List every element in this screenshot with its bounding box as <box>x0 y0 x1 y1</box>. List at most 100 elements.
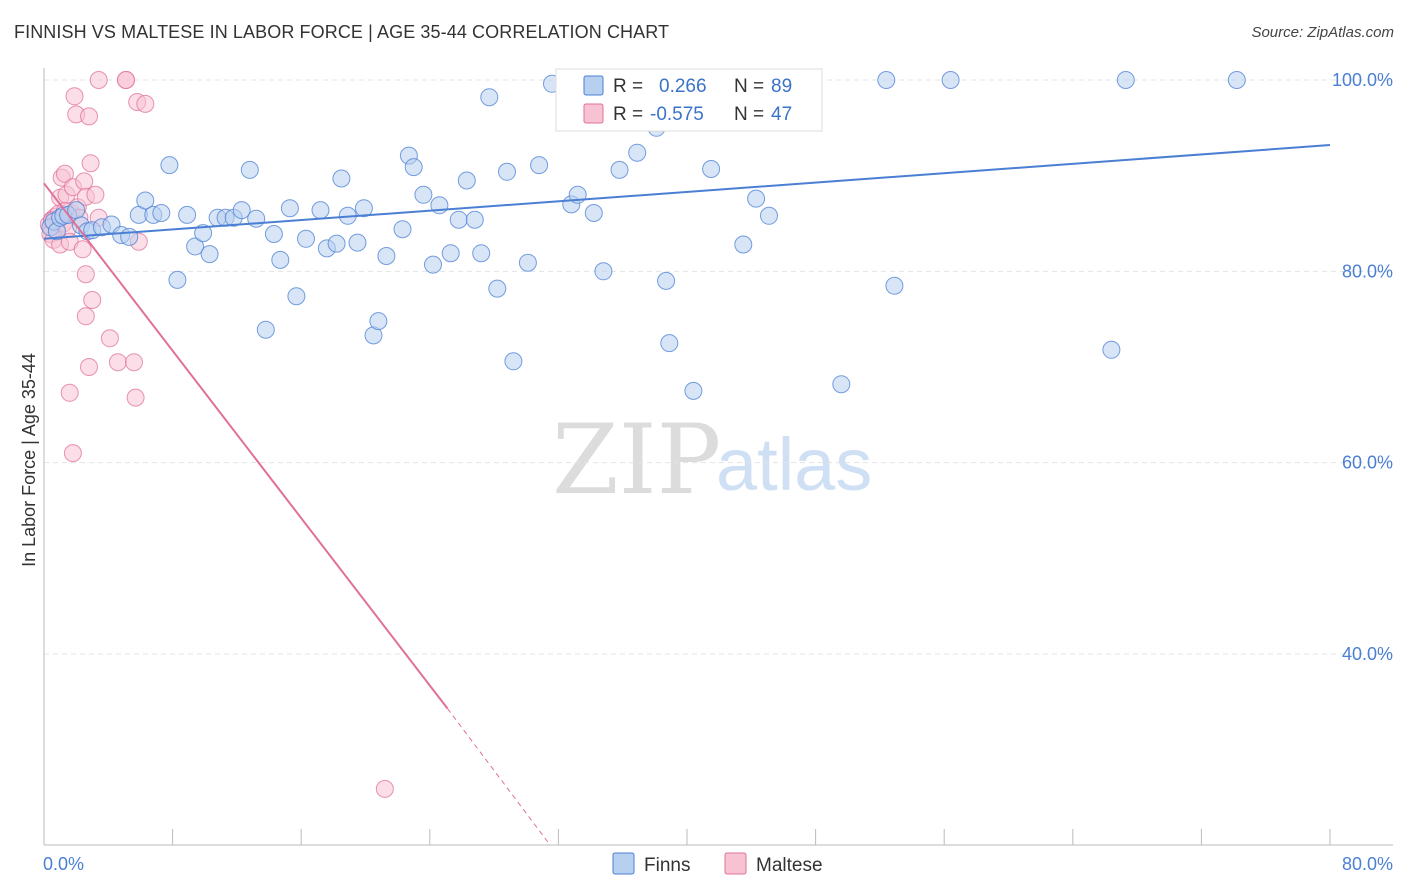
finns-point <box>348 233 367 252</box>
finns-point <box>152 204 171 222</box>
legend-label-finns: Finns <box>644 855 690 876</box>
finns-point <box>178 205 197 224</box>
finns-point <box>660 334 679 353</box>
finns-point <box>480 88 499 107</box>
finns-point <box>240 160 259 179</box>
finns-point <box>465 210 484 229</box>
finns-point <box>488 279 507 298</box>
maltese-n-value: 47 <box>771 104 792 125</box>
finns-point <box>734 235 753 254</box>
finns-point <box>594 262 613 281</box>
finns-point <box>377 247 396 265</box>
finns-point <box>160 156 179 175</box>
finns-r-label: R = <box>613 76 643 97</box>
finns-point <box>120 227 139 246</box>
chart-source: Source: ZipAtlas.com <box>1251 24 1394 41</box>
finns-legend-swatch <box>583 75 604 96</box>
y-tick-label-40: 40.0% <box>1342 644 1393 664</box>
finns-point <box>232 201 251 220</box>
maltese-point <box>117 71 135 89</box>
maltese-n-label: N = <box>734 104 764 125</box>
maltese-point <box>76 307 95 326</box>
finns-point <box>136 191 155 210</box>
finns-point <box>271 250 290 269</box>
finns-n-value: 89 <box>771 76 792 97</box>
finns-point <box>628 143 647 162</box>
maltese-point <box>108 353 127 372</box>
finns-point <box>1102 340 1121 359</box>
maltese-point <box>60 383 79 402</box>
finns-point <box>414 185 433 204</box>
finns-point <box>287 287 306 306</box>
maltese-r-value: -0.575 <box>650 104 704 125</box>
finns-point <box>256 320 275 339</box>
finns-point <box>327 234 346 253</box>
y-tick-labels: 40.0% 60.0% 80.0% 100.0% <box>1332 70 1393 664</box>
maltese-point <box>89 71 108 89</box>
maltese-point <box>375 779 394 798</box>
maltese-trend-line <box>43 182 449 710</box>
finns-point <box>760 206 778 225</box>
finns-point <box>200 245 219 264</box>
maltese-point <box>136 94 155 113</box>
maltese-point <box>126 388 145 407</box>
trend-lines <box>43 144 1331 846</box>
watermark: ZIP atlas <box>552 404 872 516</box>
finns-point <box>518 253 537 272</box>
maltese-point <box>76 265 95 284</box>
legend-label-maltese: Maltese <box>756 855 823 876</box>
maltese-r-label: R = <box>613 104 643 125</box>
maltese-point <box>80 358 98 376</box>
finns-point <box>194 224 213 243</box>
finns-point <box>393 220 412 239</box>
finns-point <box>747 189 766 208</box>
finns-point <box>1227 71 1246 89</box>
finns-point <box>684 381 703 400</box>
finns-n-label: N = <box>734 76 764 97</box>
stats-legend: R = 0.266 N = 89 R = -0.575 N = 47 <box>555 68 823 132</box>
finns-point <box>369 312 388 331</box>
finns-point <box>1116 71 1135 89</box>
legend-swatch-maltese <box>724 852 747 875</box>
finns-point <box>472 244 491 263</box>
finns-point <box>504 352 523 371</box>
finns-r-value: 0.266 <box>659 76 707 97</box>
watermark-atlas: atlas <box>716 423 872 506</box>
finns-point <box>297 229 315 248</box>
maltese-point <box>83 291 102 309</box>
maltese-point <box>65 87 84 106</box>
axes <box>43 68 1393 846</box>
maltese-trend-extension <box>447 708 551 846</box>
x-tick-label-min: 0.0% <box>43 854 84 874</box>
maltese-legend-swatch <box>583 103 604 124</box>
finns-point <box>498 162 516 181</box>
finns-point <box>404 158 423 177</box>
finns-point <box>832 375 851 394</box>
y-tick-label-100: 100.0% <box>1332 70 1393 90</box>
finns-point <box>449 210 468 229</box>
x-tick-label-max: 80.0% <box>1342 854 1393 874</box>
finns-point <box>657 271 676 290</box>
finns-point <box>885 276 904 295</box>
finns-trend-line <box>43 144 1331 240</box>
maltese-point <box>80 107 98 126</box>
finns-point <box>354 199 373 218</box>
y-tick-label-60: 60.0% <box>1342 453 1393 473</box>
watermark-zip: ZIP <box>552 404 721 516</box>
maltese-point <box>63 444 82 463</box>
maltese-point <box>73 240 92 259</box>
maltese-point <box>55 164 74 183</box>
maltese-point <box>125 353 143 372</box>
finns-point <box>311 201 330 220</box>
finns-point <box>280 199 299 218</box>
finns-point <box>530 156 549 175</box>
finns-point <box>186 237 205 256</box>
maltese-point <box>75 172 94 191</box>
finns-point <box>332 169 351 188</box>
y-tick-label-80: 80.0% <box>1342 261 1393 281</box>
finns-point <box>941 71 960 89</box>
finns-point <box>877 71 896 89</box>
finns-point <box>168 270 187 289</box>
finns-point <box>702 160 721 178</box>
